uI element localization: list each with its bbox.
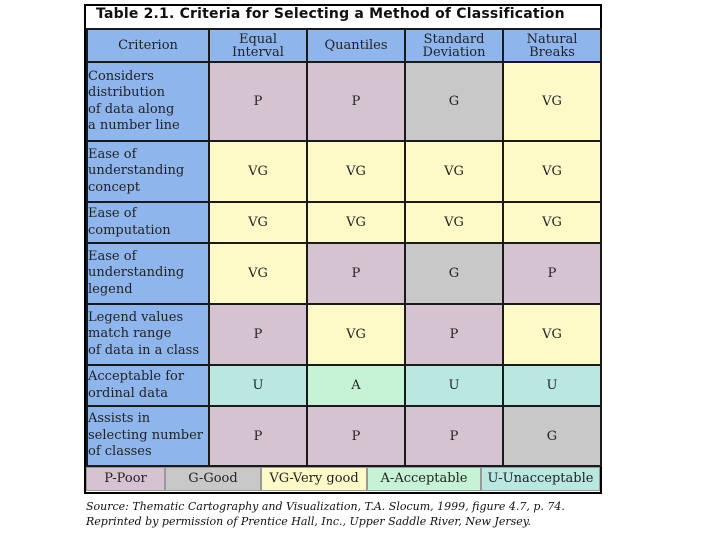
rating-cell: VG bbox=[306, 303, 406, 366]
rating-cell: VG bbox=[502, 201, 602, 244]
criterion-line: legend bbox=[88, 281, 133, 297]
criterion-line: computation bbox=[88, 222, 171, 238]
rating-cell: VG bbox=[502, 303, 602, 366]
rating-cell: P bbox=[306, 242, 406, 305]
rating-cell: P bbox=[404, 405, 504, 467]
criterion-line: Ease of bbox=[88, 146, 137, 162]
rating-cell: VG bbox=[208, 201, 308, 244]
criterion-line: Ease of bbox=[88, 248, 137, 264]
criterion-line: Legend values bbox=[88, 309, 184, 325]
legend-item-a: A-Acceptable bbox=[367, 467, 481, 491]
table-row: Acceptable for ordinal data U A U U bbox=[86, 364, 602, 407]
rating-cell: U bbox=[404, 364, 504, 407]
legend-item-vg: VG-Very good bbox=[261, 467, 367, 491]
table-row: Legend values match range of data in a cla… bbox=[86, 303, 602, 366]
criterion-cell: Acceptable for ordinal data bbox=[86, 364, 210, 407]
rating-cell: VG bbox=[502, 140, 602, 203]
criterion-line: Assists in bbox=[88, 411, 151, 427]
rating-cell: VG bbox=[306, 140, 406, 203]
criterion-line: Considers bbox=[88, 68, 154, 84]
rating-cell: P bbox=[208, 405, 308, 467]
rating-cell: P bbox=[306, 61, 406, 142]
rating-cell: G bbox=[404, 242, 504, 305]
criterion-cell: Assists in selecting number of classes bbox=[86, 405, 210, 467]
source-line: Source: Thematic Cartography and Visuali… bbox=[86, 500, 565, 513]
criterion-line: of classes bbox=[88, 444, 152, 460]
rating-cell: VG bbox=[404, 140, 504, 203]
table-row: Ease of understanding legend VG P G P bbox=[86, 242, 602, 305]
rating-legend: P-Poor G-Good VG-Very good A-Acceptable U-Un… bbox=[86, 467, 600, 491]
rating-cell: VG bbox=[306, 201, 406, 244]
rating-cell: P bbox=[208, 61, 308, 142]
rating-cell: VG bbox=[208, 242, 308, 305]
header-row: Criterion Equal Interval Quantiles Standa… bbox=[86, 28, 602, 63]
criterion-cell: Ease of understanding concept bbox=[86, 140, 210, 203]
rating-cell: G bbox=[404, 61, 504, 142]
criterion-line: match range bbox=[88, 326, 172, 342]
header-criterion: Criterion bbox=[86, 28, 210, 63]
criterion-cell: Legend values match range of data in a cla… bbox=[86, 303, 210, 366]
rating-cell: VG bbox=[404, 201, 504, 244]
source-line: Reprinted by permission of Prentice Hall… bbox=[86, 514, 532, 528]
legend-item-u: U-Unacceptable bbox=[481, 467, 600, 491]
rating-cell: U bbox=[502, 364, 602, 407]
rating-cell: P bbox=[208, 303, 308, 366]
header-natural-breaks: Natural Breaks bbox=[502, 28, 602, 63]
criterion-cell: Considers distribution of data along a numb… bbox=[86, 61, 210, 142]
table-row: Considers distribution of data along a numb… bbox=[86, 61, 602, 142]
rating-cell: VG bbox=[502, 61, 602, 142]
rating-cell: A bbox=[306, 364, 406, 407]
criterion-line: distribution bbox=[88, 85, 166, 100]
criterion-line: Acceptable for bbox=[88, 369, 185, 384]
table-row: Ease of computation VG VG VG VG bbox=[86, 201, 602, 244]
criterion-line: understanding bbox=[88, 163, 185, 179]
rating-cell: VG bbox=[208, 140, 308, 203]
criterion-line: of data along bbox=[88, 101, 175, 117]
criterion-line: understanding bbox=[88, 265, 185, 281]
rating-cell: P bbox=[404, 303, 504, 366]
criterion-line: ordinal data bbox=[88, 385, 168, 401]
rating-cell: U bbox=[208, 364, 308, 407]
rating-cell: P bbox=[502, 242, 602, 305]
header-quantiles: Quantiles bbox=[306, 28, 406, 63]
legend-item-p: P-Poor bbox=[86, 467, 165, 491]
criterion-line: of data in a class bbox=[88, 342, 200, 358]
criterion-cell: Ease of computation bbox=[86, 201, 210, 244]
criterion-line: Ease of bbox=[88, 206, 137, 221]
source-note: Source: Thematic Cartography and Visuali… bbox=[86, 500, 565, 529]
header-equal-interval: Equal Interval bbox=[208, 28, 308, 63]
table-title: Table 2.1. Criteria for Selecting a Meth… bbox=[96, 6, 565, 22]
legend-item-g: G-Good bbox=[165, 467, 261, 491]
rating-cell: P bbox=[306, 405, 406, 467]
rating-cell: G bbox=[502, 405, 602, 467]
criterion-line: a number line bbox=[88, 118, 180, 133]
criterion-line: selecting number bbox=[88, 427, 204, 443]
criteria-table: Criterion Equal Interval Quantiles Standa… bbox=[86, 28, 602, 467]
criterion-cell: Ease of understanding legend bbox=[86, 242, 210, 305]
header-standard-deviation: Standard Deviation bbox=[404, 28, 504, 63]
criterion-line: concept bbox=[88, 179, 140, 195]
table-row: Assists in selecting number of classes P P P G bbox=[86, 405, 602, 467]
table-row: Ease of understanding concept VG VG VG VG bbox=[86, 140, 602, 203]
